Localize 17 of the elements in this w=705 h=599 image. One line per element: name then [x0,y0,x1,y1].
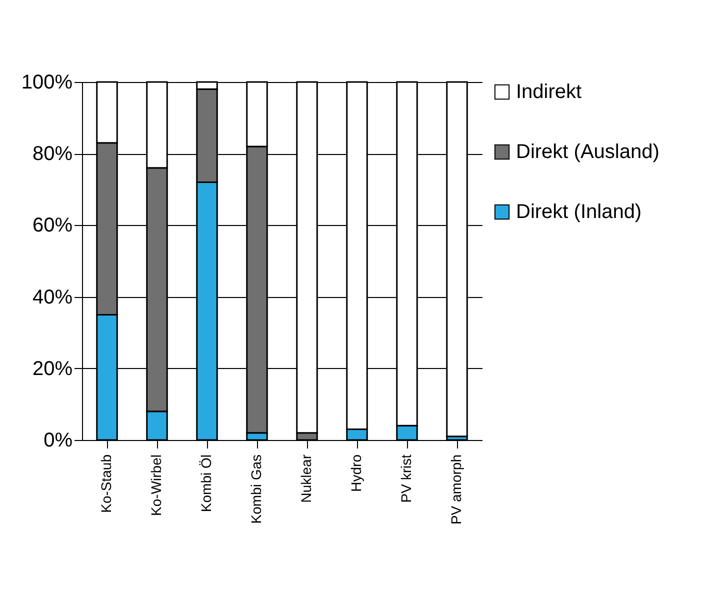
x-tick-label: Hydro [348,454,364,492]
x-tick-label: Ko-Staub [98,454,114,513]
x-tick-label: Nuklear [298,454,314,503]
x-tick-label: PV amorph [448,454,464,525]
x-tick-label: Kombi Öl [198,454,214,512]
x-tick-label: Ko-Wirbel [148,454,164,516]
legend-label: Direkt (Ausland) [516,141,660,163]
y-tick-label: 0% [44,430,73,452]
legend-label: Indirekt [516,81,582,103]
y-tick-label: 60% [32,214,73,237]
x-tick-label: PV krist [398,454,414,503]
y-tick-label: 40% [32,286,73,308]
legend-label: Direkt (Inland) [516,201,642,223]
y-tick-label: 20% [32,358,73,380]
y-tick-label: 100% [21,72,73,94]
y-tick-label: 80% [32,143,73,166]
x-tick-label: Kombi Gas [248,454,264,524]
